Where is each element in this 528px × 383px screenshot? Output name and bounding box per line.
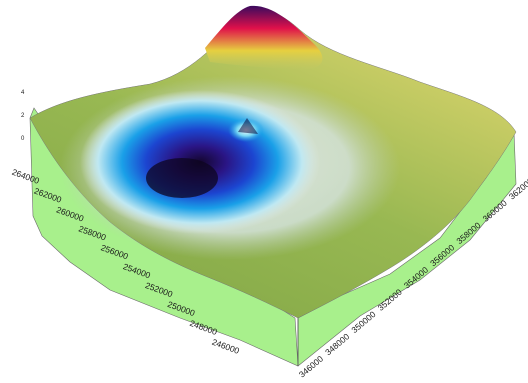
right-wall xyxy=(297,130,517,367)
peak-ridge xyxy=(205,5,323,71)
spike-tip xyxy=(238,118,258,134)
depression-core xyxy=(146,158,218,198)
z-tick-label: 4 xyxy=(21,90,25,96)
z-tick-label: 0 xyxy=(21,136,25,142)
z-tick-label: 2 xyxy=(21,113,25,119)
z-axis: 4 2 0 xyxy=(21,90,25,142)
y-tick-label: 246000 xyxy=(211,337,241,356)
